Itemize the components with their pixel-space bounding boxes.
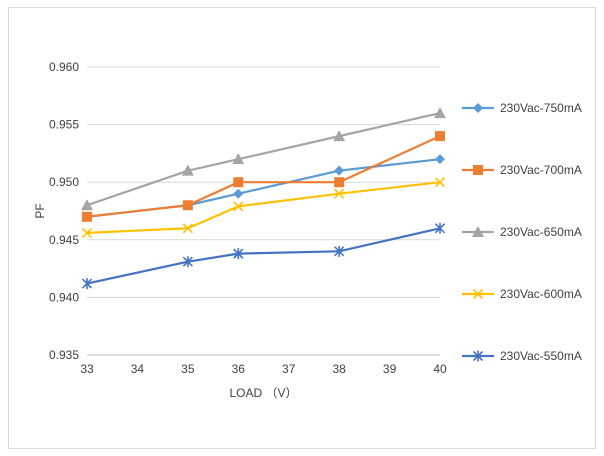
data-point: [182, 223, 193, 234]
legend-marker: [472, 350, 484, 362]
x-tick-label: 34: [131, 362, 145, 376]
series-2: [81, 107, 446, 211]
data-point: [181, 164, 194, 176]
x-axis-title: LOAD （V）: [229, 386, 297, 400]
series-line: [86, 135, 441, 218]
legend-marker: [472, 226, 484, 237]
series-line: [86, 181, 441, 234]
legend-marker: [473, 103, 483, 113]
x-tick-label: 33: [80, 362, 94, 376]
legend-label: 230Vac-750mA: [500, 101, 582, 115]
data-point: [233, 201, 244, 212]
y-tick-label: 0.950: [49, 175, 79, 189]
data-point: [81, 227, 93, 238]
legend-item: 230Vac-750mA: [462, 101, 582, 115]
data-point: [333, 130, 346, 142]
data-point: [233, 177, 244, 188]
data-point: [81, 199, 93, 211]
y-tick-label: 0.955: [49, 118, 79, 132]
data-point: [334, 165, 345, 176]
data-point: [232, 153, 245, 165]
legend-marker: [473, 165, 483, 175]
legend-label: 230Vac-550mA: [500, 349, 582, 363]
data-point: [435, 154, 445, 165]
legend-label: 230Vac-700mA: [500, 163, 582, 177]
data-point: [233, 188, 244, 199]
legend-item: 230Vac-600mA: [462, 287, 582, 301]
data-point: [435, 131, 445, 142]
y-tick-label: 0.940: [49, 290, 79, 304]
data-point: [434, 222, 446, 234]
legend-marker: [472, 288, 484, 300]
data-point: [81, 278, 93, 290]
data-point: [334, 188, 345, 199]
legend-label: 230Vac-650mA: [500, 225, 582, 239]
x-tick-label: 35: [181, 362, 195, 376]
x-tick-label: 40: [433, 362, 447, 376]
y-tick-label: 0.960: [49, 60, 79, 74]
x-tick-label: 39: [383, 362, 397, 376]
data-point: [82, 211, 92, 222]
data-point: [334, 177, 345, 188]
series-3: [81, 177, 446, 238]
legend-item: 230Vac-650mA: [462, 225, 582, 239]
series-1: [82, 131, 445, 222]
y-tick-label: 0.935: [49, 348, 79, 362]
legend-item: 230Vac-550mA: [462, 349, 582, 363]
y-axis-title: PF: [33, 203, 47, 218]
data-point: [233, 248, 244, 260]
series-line: [86, 227, 441, 285]
x-tick-label: 36: [232, 362, 246, 376]
data-point: [334, 245, 345, 257]
chart-area: [8, 7, 596, 449]
legend-label: 230Vac-600mA: [500, 287, 582, 301]
x-tick-label: 38: [332, 362, 346, 376]
x-tick-label: 37: [282, 362, 296, 376]
y-tick-label: 0.945: [49, 233, 79, 247]
data-point: [182, 256, 193, 268]
data-point: [434, 107, 446, 119]
legend-item: 230Vac-700mA: [462, 163, 582, 177]
data-point: [434, 177, 446, 188]
data-point: [182, 200, 193, 211]
series-4: [81, 222, 446, 290]
